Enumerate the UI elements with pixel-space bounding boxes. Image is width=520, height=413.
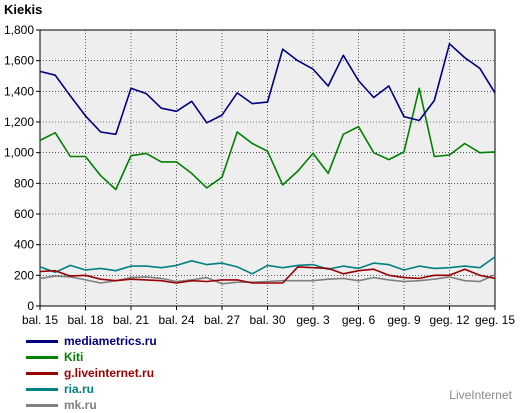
brand-label: LiveInternet — [449, 388, 512, 402]
y-axis: 0 200 400 600 800 1,000 1,200 1,400 1,600 1,800 — [4, 23, 40, 313]
chart-title: Kiekis — [4, 2, 43, 17]
series-line-kiti — [39, 87, 496, 191]
x-tick-label: geg. 3 — [296, 313, 330, 327]
y-tick-label: 1,400 — [4, 84, 34, 98]
y-tick-label: 1,600 — [4, 54, 34, 68]
legend-item-mk: mk.ru — [26, 397, 157, 413]
legend-item-kiti: Kiti — [26, 349, 157, 365]
line-chart: 0 200 400 600 800 1,000 1,200 1,400 1,600 1,800 b… — [4, 23, 515, 327]
series-line-ria-ru — [39, 256, 496, 275]
y-tick-label: 200 — [14, 268, 34, 282]
x-tick-label: geg. 6 — [342, 313, 376, 327]
legend-swatch-mk — [26, 403, 58, 407]
legend-label-mk: mk.ru — [64, 398, 97, 412]
x-tick-label: bal. 21 — [113, 313, 149, 327]
x-tick-label: geg. 9 — [387, 313, 421, 327]
legend-label-ria: ria.ru — [64, 382, 95, 396]
legend-swatch-ria — [26, 387, 58, 391]
legend-item-ria: ria.ru — [26, 381, 157, 397]
y-tick-label: 1,800 — [4, 23, 34, 37]
legend-label-mediametrics: mediametrics.ru — [64, 334, 157, 348]
legend-swatch-mediametrics — [26, 339, 58, 343]
x-axis: bal. 15 bal. 18 bal. 21 bal. 24 bal. 27 bal. … — [22, 306, 515, 327]
legend-item-mediametrics: mediametrics.ru — [26, 333, 157, 349]
x-tick-label: geg. 12 — [429, 313, 469, 327]
y-tick-label: 1,000 — [4, 146, 34, 160]
grid-lines — [40, 30, 495, 306]
y-tick-label: 400 — [14, 238, 34, 252]
x-tick-label: bal. 24 — [158, 313, 194, 327]
y-tick-label: 0 — [27, 299, 34, 313]
x-tick-label: bal. 30 — [249, 313, 285, 327]
x-tick-label: bal. 15 — [22, 313, 58, 327]
legend-item-liveinternet: g.liveinternet.ru — [26, 365, 157, 381]
legend-label-liveinternet: g.liveinternet.ru — [64, 366, 155, 380]
y-tick-label: 1,200 — [4, 115, 34, 129]
series-line-mediametrics-ru — [39, 42, 496, 136]
series-lines — [39, 42, 496, 285]
x-tick-label: geg. 15 — [475, 313, 515, 327]
legend-swatch-liveinternet — [26, 371, 58, 375]
x-tick-label: bal. 18 — [67, 313, 103, 327]
legend-swatch-kiti — [26, 355, 58, 359]
y-tick-label: 800 — [14, 176, 34, 190]
series-line-g-liveinternet-ru — [39, 266, 496, 284]
y-tick-label: 600 — [14, 207, 34, 221]
legend: mediametrics.ru Kiti g.liveinternet.ru r… — [26, 333, 157, 413]
legend-label-kiti: Kiti — [64, 350, 84, 364]
x-tick-label: bal. 27 — [204, 313, 240, 327]
